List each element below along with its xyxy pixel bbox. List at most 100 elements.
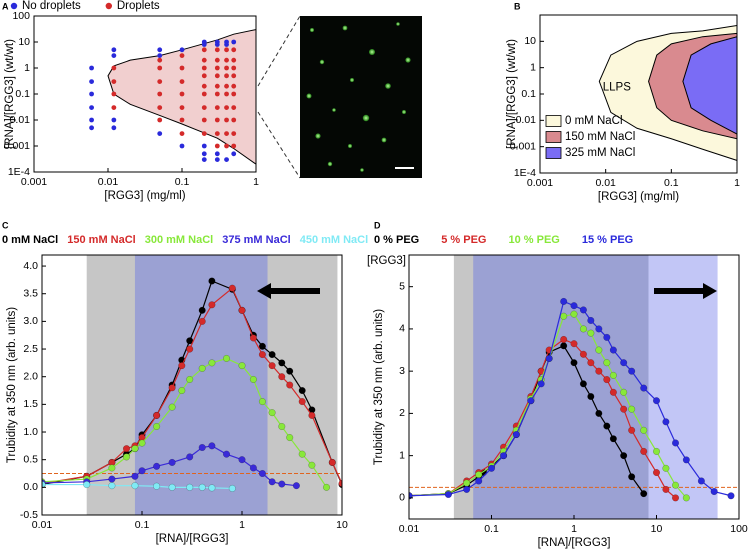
- data-point: [603, 333, 611, 341]
- scatter-point: [89, 65, 94, 71]
- data-point: [560, 335, 568, 344]
- data-point: [278, 373, 286, 381]
- data-point: [83, 481, 91, 489]
- data-point: [560, 342, 568, 350]
- data-point: [153, 422, 161, 431]
- micrograph: [257, 15, 422, 179]
- data-point: [671, 494, 680, 502]
- scatter-point: [111, 117, 117, 123]
- scatter-point: [157, 57, 163, 63]
- scatter-point: [231, 117, 237, 123]
- data-point: [138, 467, 146, 475]
- data-point: [198, 483, 206, 491]
- scatter-point: [201, 157, 207, 162]
- scatter-point: [111, 65, 117, 71]
- scatter-point: [214, 143, 220, 149]
- panel-letter: D: [374, 220, 381, 230]
- y-tick-label: 1: [399, 449, 405, 461]
- scatter-point: [224, 117, 229, 123]
- data-point: [186, 453, 194, 461]
- data-point: [228, 284, 236, 292]
- data-point: [640, 490, 648, 498]
- scatter-point: [231, 143, 237, 149]
- data-point: [595, 409, 603, 417]
- data-point: [168, 458, 176, 466]
- data-point: [697, 477, 705, 485]
- scatter-point: [179, 131, 185, 136]
- y-tick-label: 0.001: [4, 140, 30, 152]
- data-point: [620, 359, 628, 367]
- data-point: [108, 475, 116, 483]
- range-band: [648, 255, 718, 519]
- scatter-point: [224, 83, 229, 89]
- data-point: [249, 375, 257, 384]
- data-point: [268, 351, 276, 359]
- data-point: [662, 418, 670, 426]
- scatter-point: [89, 105, 94, 110]
- micrograph-background: [300, 16, 422, 178]
- data-point: [628, 473, 636, 481]
- scatter-point: [231, 105, 237, 110]
- x-tick-label: 0.001: [527, 177, 553, 189]
- arrow-head: [703, 283, 717, 299]
- data-point: [186, 345, 194, 353]
- data-point: [609, 371, 617, 379]
- legend-label: 10 % PEG: [509, 234, 560, 246]
- panel-letter: B: [514, 1, 521, 11]
- data-point: [579, 350, 587, 358]
- legend-label: 0 % PEG: [374, 234, 419, 246]
- data-point: [198, 317, 206, 325]
- x-axis-title: [RNA]/[RGG3]: [538, 537, 611, 549]
- x-tick-label: 0.01: [32, 519, 53, 531]
- data-point: [620, 388, 628, 396]
- y-tick-label: 10: [18, 36, 30, 48]
- data-point: [609, 388, 617, 396]
- legend-label: 325 mM NaCl: [565, 147, 635, 159]
- y-tick-label: 0.1: [15, 88, 30, 100]
- data-point: [178, 386, 186, 395]
- y-tick-label: 2.5: [23, 343, 38, 355]
- y-tick-label: 0: [399, 492, 405, 504]
- data-point: [122, 453, 131, 461]
- data-point: [682, 494, 690, 502]
- scatter-point: [111, 79, 117, 84]
- droplet: [385, 83, 391, 89]
- data-point: [609, 346, 617, 354]
- data-point: [579, 325, 587, 333]
- data-point: [587, 359, 595, 367]
- scatter-point: [201, 151, 207, 157]
- data-point: [153, 462, 161, 470]
- data-point: [620, 452, 628, 460]
- data-point: [463, 479, 471, 487]
- axis-annotation: [RGG3]: [367, 255, 406, 267]
- range-band: [134, 255, 268, 515]
- data-point: [198, 364, 206, 372]
- scatter-point: [214, 42, 220, 47]
- scatter-point: [231, 91, 237, 97]
- x-tick-label: 100: [730, 523, 748, 535]
- y-tick-label: 2: [399, 407, 405, 419]
- scatter-point: [157, 91, 163, 97]
- scatter-point: [224, 91, 229, 97]
- series-line: [42, 357, 328, 488]
- data-point: [249, 334, 257, 342]
- data-point: [108, 482, 116, 490]
- legend-label: 450 mM NaCl: [300, 234, 368, 246]
- scatter-point: [214, 105, 220, 110]
- data-point: [671, 439, 680, 447]
- data-point: [298, 386, 306, 395]
- data-point: [292, 482, 300, 490]
- scatter-point: [201, 83, 207, 89]
- x-tick-label: 0.1: [175, 176, 190, 188]
- scatter-point: [224, 42, 229, 47]
- scatter-point: [231, 39, 237, 45]
- scatter-point: [179, 117, 185, 123]
- data-point: [640, 384, 648, 392]
- droplet: [319, 59, 325, 65]
- y-axis-title: Trubidity at 350 nm (arb. units): [6, 307, 18, 463]
- data-point: [628, 426, 636, 434]
- y-tick-label: 0.01: [10, 114, 31, 126]
- x-axis-title: [RNA]/[RGG3]: [156, 533, 229, 545]
- data-point: [138, 439, 146, 447]
